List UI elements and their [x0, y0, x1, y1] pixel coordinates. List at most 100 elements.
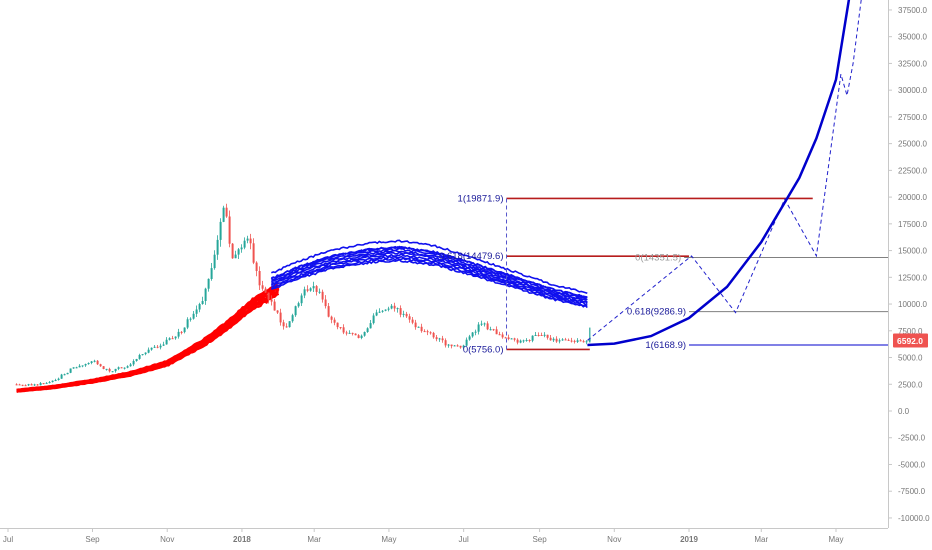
- candle-body: [261, 285, 264, 289]
- candle-body: [405, 313, 408, 317]
- candle-body: [258, 271, 261, 286]
- x-tick-label: Nov: [160, 535, 174, 544]
- y-tick-label: 32500.0: [898, 59, 927, 68]
- candle-body: [453, 345, 456, 347]
- y-tick-label: -5000.0: [898, 460, 926, 469]
- candle-body: [282, 322, 285, 327]
- candle-body: [417, 326, 420, 328]
- candle-body: [135, 359, 138, 361]
- x-tick-label: 2019: [680, 535, 698, 544]
- candle-body: [192, 313, 195, 319]
- y-tick-label: 7500.0: [898, 327, 923, 336]
- candle-body: [357, 335, 360, 338]
- candle-body: [369, 323, 372, 329]
- candle-body: [477, 324, 480, 332]
- candle-body: [519, 340, 522, 343]
- candle-body: [195, 309, 198, 314]
- projection-curve[interactable]: [587, 0, 851, 347]
- candle-body: [384, 309, 387, 311]
- candle-body: [393, 305, 396, 309]
- candle-body: [294, 306, 297, 316]
- candle-body: [36, 384, 39, 386]
- candle-body: [561, 339, 564, 341]
- candle-body: [342, 327, 345, 333]
- candle-body: [180, 331, 183, 333]
- y-tick-label: -7500.0: [898, 487, 926, 496]
- candle-body: [114, 368, 117, 372]
- y-tick-label: -10000.0: [898, 514, 930, 523]
- candle-body: [351, 332, 354, 334]
- candle-body: [435, 337, 438, 340]
- fib-level-label: 0(14351.5): [635, 253, 681, 264]
- candle-body: [447, 344, 450, 346]
- candle-body: [234, 254, 237, 259]
- candle-body: [84, 364, 87, 366]
- candle-body: [183, 327, 186, 333]
- y-tick-label: 17500.0: [898, 220, 927, 229]
- candle-body: [24, 385, 27, 387]
- candle-body: [156, 346, 159, 348]
- candle-body: [246, 238, 249, 241]
- fib-level-label: 1(19871.9): [458, 193, 504, 204]
- candle-body: [60, 374, 63, 379]
- candle-body: [441, 338, 444, 341]
- candle-body: [375, 312, 378, 316]
- candle-body: [438, 338, 441, 340]
- candle-body: [555, 338, 558, 342]
- candle-body: [39, 383, 42, 386]
- red-band-line: [16, 286, 280, 392]
- candle-body: [147, 349, 150, 353]
- y-tick-label: 10000.0: [898, 300, 927, 309]
- blue-band-line: [271, 247, 588, 301]
- candle-body: [411, 319, 414, 323]
- candle-body: [228, 216, 231, 244]
- x-tick-label: Jul: [459, 535, 469, 544]
- candle-body: [489, 329, 492, 331]
- candle-body: [225, 207, 228, 217]
- candle-body: [162, 344, 165, 346]
- candle-body: [396, 308, 399, 310]
- x-tick-label: Sep: [532, 535, 547, 544]
- candle-body: [240, 247, 243, 250]
- candle-body: [291, 315, 294, 322]
- candle-body: [579, 340, 582, 342]
- candle-body: [462, 345, 465, 348]
- candle-body: [273, 301, 276, 311]
- candle-body: [300, 295, 303, 304]
- candle-body: [564, 339, 567, 341]
- candle-body: [552, 338, 555, 341]
- price-badge-label: 6592.0: [897, 336, 923, 346]
- candle-body: [414, 322, 417, 328]
- candle-body: [306, 289, 309, 291]
- candle-body: [459, 345, 462, 348]
- candle-body: [21, 384, 24, 386]
- x-tick-label: Mar: [754, 535, 768, 544]
- plot-area[interactable]: 1(19871.9) 0.618(14479.6) 0(5756.0) 0(14351…: [15, 0, 888, 393]
- candle-body: [42, 383, 45, 385]
- candle-body: [126, 366, 129, 368]
- projection-dashed-line[interactable]: [587, 0, 862, 341]
- candle-body: [111, 371, 114, 373]
- candle-body: [318, 291, 321, 293]
- candle-body: [507, 337, 510, 339]
- candle-body: [372, 315, 375, 324]
- y-tick-label: 35000.0: [898, 33, 927, 42]
- candle-body: [144, 352, 147, 355]
- candle-body: [348, 332, 351, 334]
- candle-body: [219, 221, 222, 240]
- candle-body: [567, 339, 570, 341]
- candle-body: [339, 327, 342, 329]
- candle-body: [255, 262, 258, 271]
- fib-level-label: 1(6168.9): [645, 340, 686, 351]
- y-tick-label: 2500.0: [898, 380, 923, 389]
- candle-body: [570, 340, 573, 342]
- candle-body: [171, 338, 174, 340]
- candle-body: [429, 332, 432, 334]
- candle-body: [90, 361, 93, 363]
- candle-body: [534, 335, 537, 336]
- candle-body: [312, 286, 315, 289]
- candle-body: [45, 382, 48, 384]
- candle-body: [207, 278, 210, 289]
